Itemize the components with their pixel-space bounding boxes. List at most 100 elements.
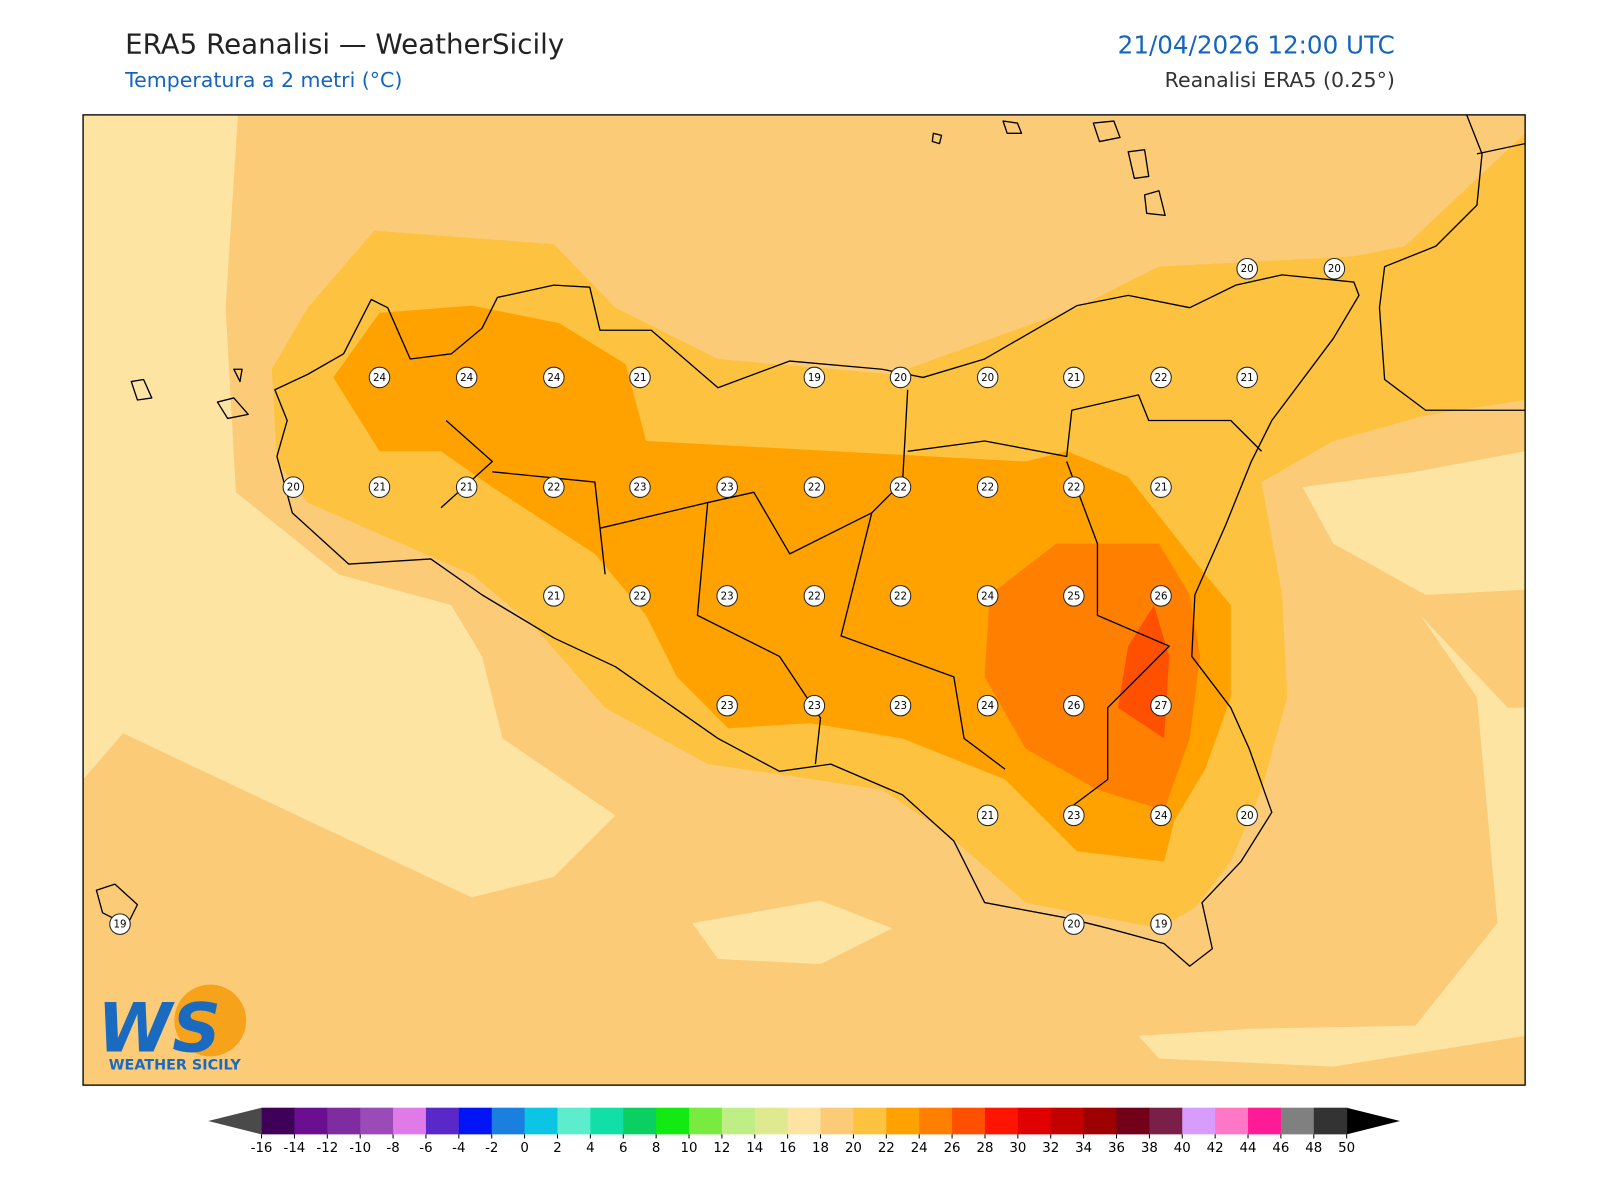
map-frame (82, 114, 1526, 1086)
station-value: 23 (721, 590, 734, 602)
station: 20 (282, 476, 305, 498)
station: 26 (1150, 585, 1172, 607)
colorbar-swatch (656, 1107, 690, 1135)
station: 21 (1236, 366, 1258, 389)
station-marker (543, 585, 565, 607)
station: 21 (976, 804, 999, 827)
colorbar-swatch (1182, 1107, 1216, 1135)
station-value: 20 (1241, 263, 1254, 275)
station-marker (1063, 804, 1085, 827)
colorbar-extend-low (208, 1107, 262, 1135)
colorbar-swatch (327, 1107, 361, 1135)
station-marker (1063, 366, 1085, 389)
station-value: 20 (894, 372, 907, 384)
station: 22 (543, 476, 565, 498)
colorbar-swatch (294, 1107, 328, 1135)
station-value: 22 (808, 590, 821, 602)
station-value: 22 (981, 482, 994, 494)
station-marker (629, 366, 651, 389)
colorbar-tick-label: 12 (713, 1141, 730, 1156)
datetime: 21/04/2026 12:00 UTC (1118, 30, 1395, 59)
station-marker (803, 585, 826, 607)
colorbar-swatch (721, 1107, 756, 1135)
colorbar-tick-label: 42 (1207, 1141, 1224, 1156)
station: 23 (889, 694, 912, 717)
station: 21 (1150, 476, 1172, 498)
station: 22 (889, 585, 912, 607)
station-marker (889, 585, 912, 607)
station-value: 24 (373, 372, 386, 384)
colorbar-tick-label: 20 (845, 1141, 862, 1156)
station-marker (889, 694, 912, 717)
station-marker (803, 694, 826, 717)
station: 19 (109, 913, 131, 935)
colorbar-tick-label: -12 (316, 1141, 338, 1156)
station-marker (1236, 804, 1258, 827)
station: 24 (976, 585, 999, 607)
colorbar-tick-label: 40 (1174, 1141, 1191, 1156)
colorbar-swatch (689, 1107, 723, 1135)
source: Reanalisi ERA5 (0.25°) (1165, 68, 1395, 92)
colorbar-tick-label: -8 (386, 1141, 399, 1156)
colorbar-tick-label: 8 (652, 1141, 660, 1156)
station-marker (455, 366, 478, 389)
station-marker (976, 804, 999, 827)
logo-name: WEATHER SICILY (109, 1058, 242, 1074)
station: 21 (368, 476, 391, 498)
station-marker (368, 476, 391, 498)
station-value: 23 (808, 700, 821, 712)
logo: WS WEATHER SICILY (97, 984, 247, 1074)
station-marker (976, 366, 999, 389)
colorbar-swatch (919, 1107, 953, 1135)
station-marker (1150, 804, 1172, 827)
colorbar-tick-label: 18 (812, 1141, 829, 1156)
station-value: 27 (1155, 700, 1168, 712)
station-value: 20 (287, 482, 300, 494)
station: 21 (455, 476, 478, 498)
colorbar-swatch (1215, 1107, 1249, 1135)
station-value: 22 (547, 482, 560, 494)
station-value: 20 (1241, 810, 1254, 822)
station-marker (109, 913, 131, 935)
station: 24 (543, 366, 565, 389)
station-marker (976, 476, 999, 498)
station-value: 20 (1328, 263, 1341, 275)
colorbar-swatch (524, 1107, 558, 1135)
colorbar-tick-label: 44 (1240, 1141, 1257, 1156)
station-value: 19 (113, 919, 126, 931)
colorbar-tick-label: 36 (1108, 1141, 1125, 1156)
station-value: 25 (1067, 590, 1080, 602)
colorbar-tick-label: 0 (520, 1141, 528, 1156)
colorbar-tick-label: 6 (619, 1141, 627, 1156)
station: 24 (976, 694, 999, 717)
colorbar-tick-label: 34 (1075, 1141, 1092, 1156)
station-marker (976, 694, 999, 717)
station-marker (1063, 585, 1085, 607)
station-marker (1150, 694, 1172, 717)
station-marker (803, 366, 826, 389)
station-value: 23 (1067, 810, 1080, 822)
colorbar-swatch (1050, 1107, 1085, 1135)
station: 22 (1150, 366, 1172, 389)
station-value: 21 (1067, 372, 1080, 384)
station-marker (1063, 913, 1085, 935)
station: 23 (716, 585, 738, 607)
station-marker (1150, 585, 1172, 607)
station-value: 21 (1155, 482, 1168, 494)
station-value: 26 (1155, 590, 1168, 602)
station: 20 (1323, 257, 1346, 280)
colorbar-swatch (458, 1107, 493, 1135)
colorbar-swatch (425, 1107, 460, 1135)
station-marker (716, 585, 738, 607)
station: 20 (976, 366, 999, 389)
colorbar-tick-label: 4 (586, 1141, 594, 1156)
colorbar-tick-label: 46 (1272, 1141, 1289, 1156)
colorbar-swatch (952, 1107, 986, 1135)
colorbar-swatch (853, 1107, 887, 1135)
station: 26 (1063, 694, 1085, 717)
station-value: 26 (1067, 700, 1080, 712)
station: 24 (455, 366, 478, 389)
colorbar-tick-label: 28 (976, 1141, 993, 1156)
